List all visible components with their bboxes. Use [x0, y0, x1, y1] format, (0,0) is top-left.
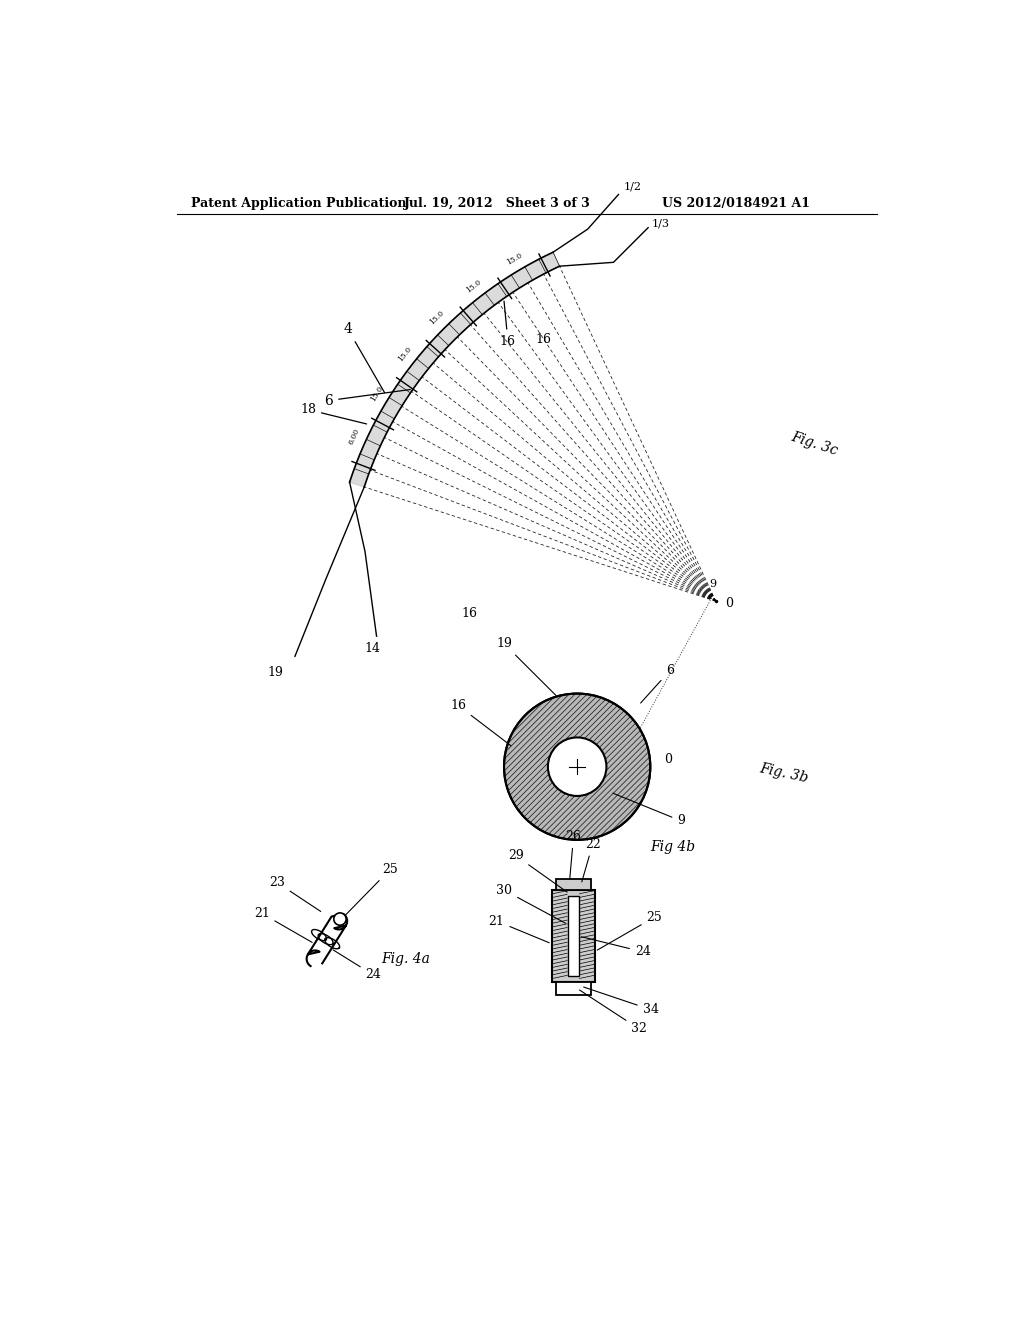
Bar — [552, 890, 595, 982]
Text: 18: 18 — [300, 403, 367, 424]
Text: 0: 0 — [725, 598, 733, 610]
Text: US 2012/0184921 A1: US 2012/0184921 A1 — [662, 197, 810, 210]
Text: 1/2: 1/2 — [624, 181, 642, 191]
Text: 15.0: 15.0 — [465, 277, 483, 294]
Text: 23: 23 — [269, 876, 321, 912]
Text: 16: 16 — [536, 333, 552, 346]
Text: Fig. 3c: Fig. 3c — [788, 429, 840, 458]
Bar — [556, 982, 591, 995]
Text: 6.00: 6.00 — [347, 426, 361, 446]
Text: 21: 21 — [254, 907, 312, 942]
Text: 0: 0 — [665, 752, 672, 766]
Text: 34: 34 — [584, 987, 658, 1016]
Polygon shape — [306, 913, 347, 966]
Text: 16: 16 — [451, 700, 511, 746]
Text: 16: 16 — [462, 607, 477, 619]
Text: Fig. 3b: Fig. 3b — [758, 762, 809, 785]
Text: 9: 9 — [710, 579, 717, 589]
Text: 25: 25 — [346, 863, 398, 915]
Text: 32: 32 — [580, 990, 647, 1035]
Text: 19: 19 — [497, 638, 556, 696]
Text: 25: 25 — [597, 911, 663, 950]
Text: 15.0: 15.0 — [428, 309, 446, 326]
Text: 14: 14 — [365, 642, 381, 655]
Text: 9: 9 — [612, 793, 685, 828]
Circle shape — [504, 693, 650, 840]
Text: Fig. 4a: Fig. 4a — [381, 952, 430, 966]
Text: 19: 19 — [267, 665, 284, 678]
Text: 29: 29 — [508, 849, 567, 892]
Text: 6: 6 — [641, 664, 674, 704]
Text: 6: 6 — [325, 389, 411, 408]
Text: 22: 22 — [582, 838, 601, 882]
Bar — [568, 896, 579, 977]
Text: 15.0: 15.0 — [369, 384, 385, 403]
Text: 21: 21 — [488, 915, 549, 942]
Polygon shape — [349, 252, 559, 487]
Text: 15.0: 15.0 — [396, 345, 414, 363]
Text: Jul. 19, 2012   Sheet 3 of 3: Jul. 19, 2012 Sheet 3 of 3 — [403, 197, 591, 210]
Text: 30: 30 — [497, 884, 565, 923]
Text: Fig 4b: Fig 4b — [650, 841, 695, 854]
Text: 1/3: 1/3 — [652, 218, 670, 228]
Text: 24: 24 — [333, 950, 381, 982]
Text: 24: 24 — [582, 937, 651, 958]
Text: 26: 26 — [565, 830, 582, 879]
Text: 15.0: 15.0 — [505, 251, 523, 267]
Circle shape — [548, 738, 606, 796]
Circle shape — [334, 913, 346, 925]
Text: 16: 16 — [500, 301, 516, 347]
Bar — [556, 879, 591, 890]
Text: Patent Application Publication: Patent Application Publication — [190, 197, 407, 210]
Text: 4: 4 — [344, 322, 385, 392]
